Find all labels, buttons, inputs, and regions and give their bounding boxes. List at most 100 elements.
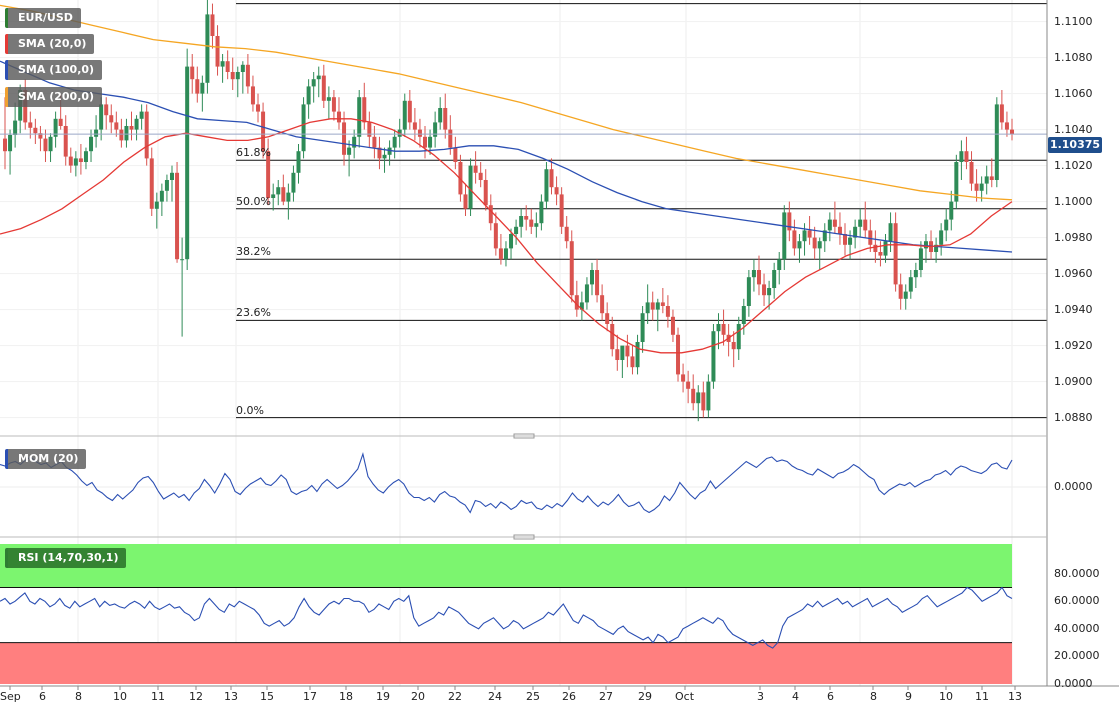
candle-body <box>104 104 109 116</box>
candle-body <box>984 176 989 184</box>
legend-sma20: SMA (20,0) <box>5 34 95 54</box>
candle-body <box>640 313 645 342</box>
candle-body <box>989 176 994 180</box>
candle-body <box>261 111 266 152</box>
candle-body <box>352 136 357 148</box>
candle-body <box>686 381 691 389</box>
candle-body <box>478 172 483 180</box>
candle-body <box>169 172 174 180</box>
candle-body <box>498 248 503 260</box>
time-tick-label: 19 <box>376 690 390 703</box>
candle-body <box>195 79 200 94</box>
candle-body <box>240 64 245 72</box>
candle-body <box>149 158 154 209</box>
candle-body <box>382 154 387 159</box>
candle-body <box>949 201 954 220</box>
candle-body <box>574 295 579 310</box>
candle-body <box>362 97 367 123</box>
candle-body <box>681 374 686 382</box>
candle-body <box>676 334 681 375</box>
legend-mom: MOM (20) <box>5 449 87 469</box>
fib-label: 100.0% <box>236 0 278 3</box>
candle-body <box>701 392 706 411</box>
candle-body <box>539 201 544 224</box>
candle-body <box>620 345 625 360</box>
candle-body <box>321 75 326 101</box>
candle-body <box>509 234 514 249</box>
price-tick-label: 1.1100 <box>1054 14 1093 28</box>
candle-body <box>529 219 534 227</box>
rsi-tick-label: 80.0000 <box>1054 566 1100 580</box>
candle-body <box>296 151 301 173</box>
candle-body <box>38 133 43 139</box>
candle-body <box>493 223 498 249</box>
indicator-panes <box>0 451 1047 684</box>
candle-body <box>600 295 605 314</box>
time-tick-label: 17 <box>303 690 317 703</box>
candle-body <box>250 86 255 105</box>
candle-body <box>802 230 807 242</box>
candle-body <box>837 226 842 234</box>
fib-label: 38.2% <box>236 245 271 259</box>
candle-body <box>73 158 78 166</box>
legend-rsi: RSI (14,70,30,1) <box>5 548 127 568</box>
candle-body <box>99 104 104 130</box>
candle-body <box>159 190 164 202</box>
candle-body <box>762 284 767 296</box>
candle-body <box>913 270 918 278</box>
candle-body <box>281 187 286 202</box>
candle-body <box>225 61 230 72</box>
candle-body <box>610 324 615 350</box>
candle-body <box>569 241 574 296</box>
candle-body <box>326 97 331 101</box>
candle-body <box>139 111 144 119</box>
time-tick-label: Sep <box>0 690 21 703</box>
time-tick-label: 3 <box>757 690 764 703</box>
candle-body <box>387 147 392 155</box>
candle-body <box>817 241 822 249</box>
candle-body <box>630 356 635 368</box>
candle-body <box>939 230 944 245</box>
candle-body <box>28 122 33 128</box>
candle-body <box>316 75 321 80</box>
candle-body <box>782 212 787 260</box>
price-tick-label: 1.1060 <box>1054 86 1093 100</box>
candle-body <box>190 66 195 80</box>
last-price-badge: 1.10375 <box>1048 137 1102 153</box>
candle-body <box>463 194 468 209</box>
candle-body <box>53 118 58 137</box>
candle-body <box>448 129 453 148</box>
candle-body <box>473 165 478 173</box>
candlestick-series <box>3 0 1014 422</box>
candle-body <box>3 138 7 152</box>
time-tick-label: Oct <box>675 690 695 703</box>
candle-body <box>164 180 169 191</box>
candle-body <box>286 192 291 202</box>
candle-body <box>721 324 726 335</box>
time-tick-label: 24 <box>488 690 502 703</box>
candle-body <box>215 36 220 67</box>
candle-body <box>969 162 974 184</box>
candle-body <box>266 151 271 198</box>
candle-body <box>33 127 38 134</box>
candle-body <box>1004 122 1009 130</box>
candle-body <box>134 118 139 130</box>
candle-body <box>342 122 347 155</box>
candle-body <box>934 244 939 252</box>
candle-body <box>58 118 63 126</box>
candle-body <box>488 205 493 224</box>
sma20-line <box>0 118 1013 354</box>
candle-body <box>114 122 119 130</box>
candle-body <box>660 302 665 306</box>
candle-body <box>48 136 53 152</box>
legend-sma200: SMA (200,0) <box>5 87 103 107</box>
rsi-tick-label: 60.0000 <box>1054 594 1100 608</box>
candle-body <box>129 126 134 130</box>
candle-body <box>433 122 438 137</box>
candle-body <box>200 82 205 94</box>
time-tick-label: 8 <box>870 690 877 703</box>
sma200-line <box>0 4 1013 201</box>
candle-body <box>772 270 777 288</box>
candle-body <box>392 136 397 148</box>
candle-body <box>863 219 868 231</box>
